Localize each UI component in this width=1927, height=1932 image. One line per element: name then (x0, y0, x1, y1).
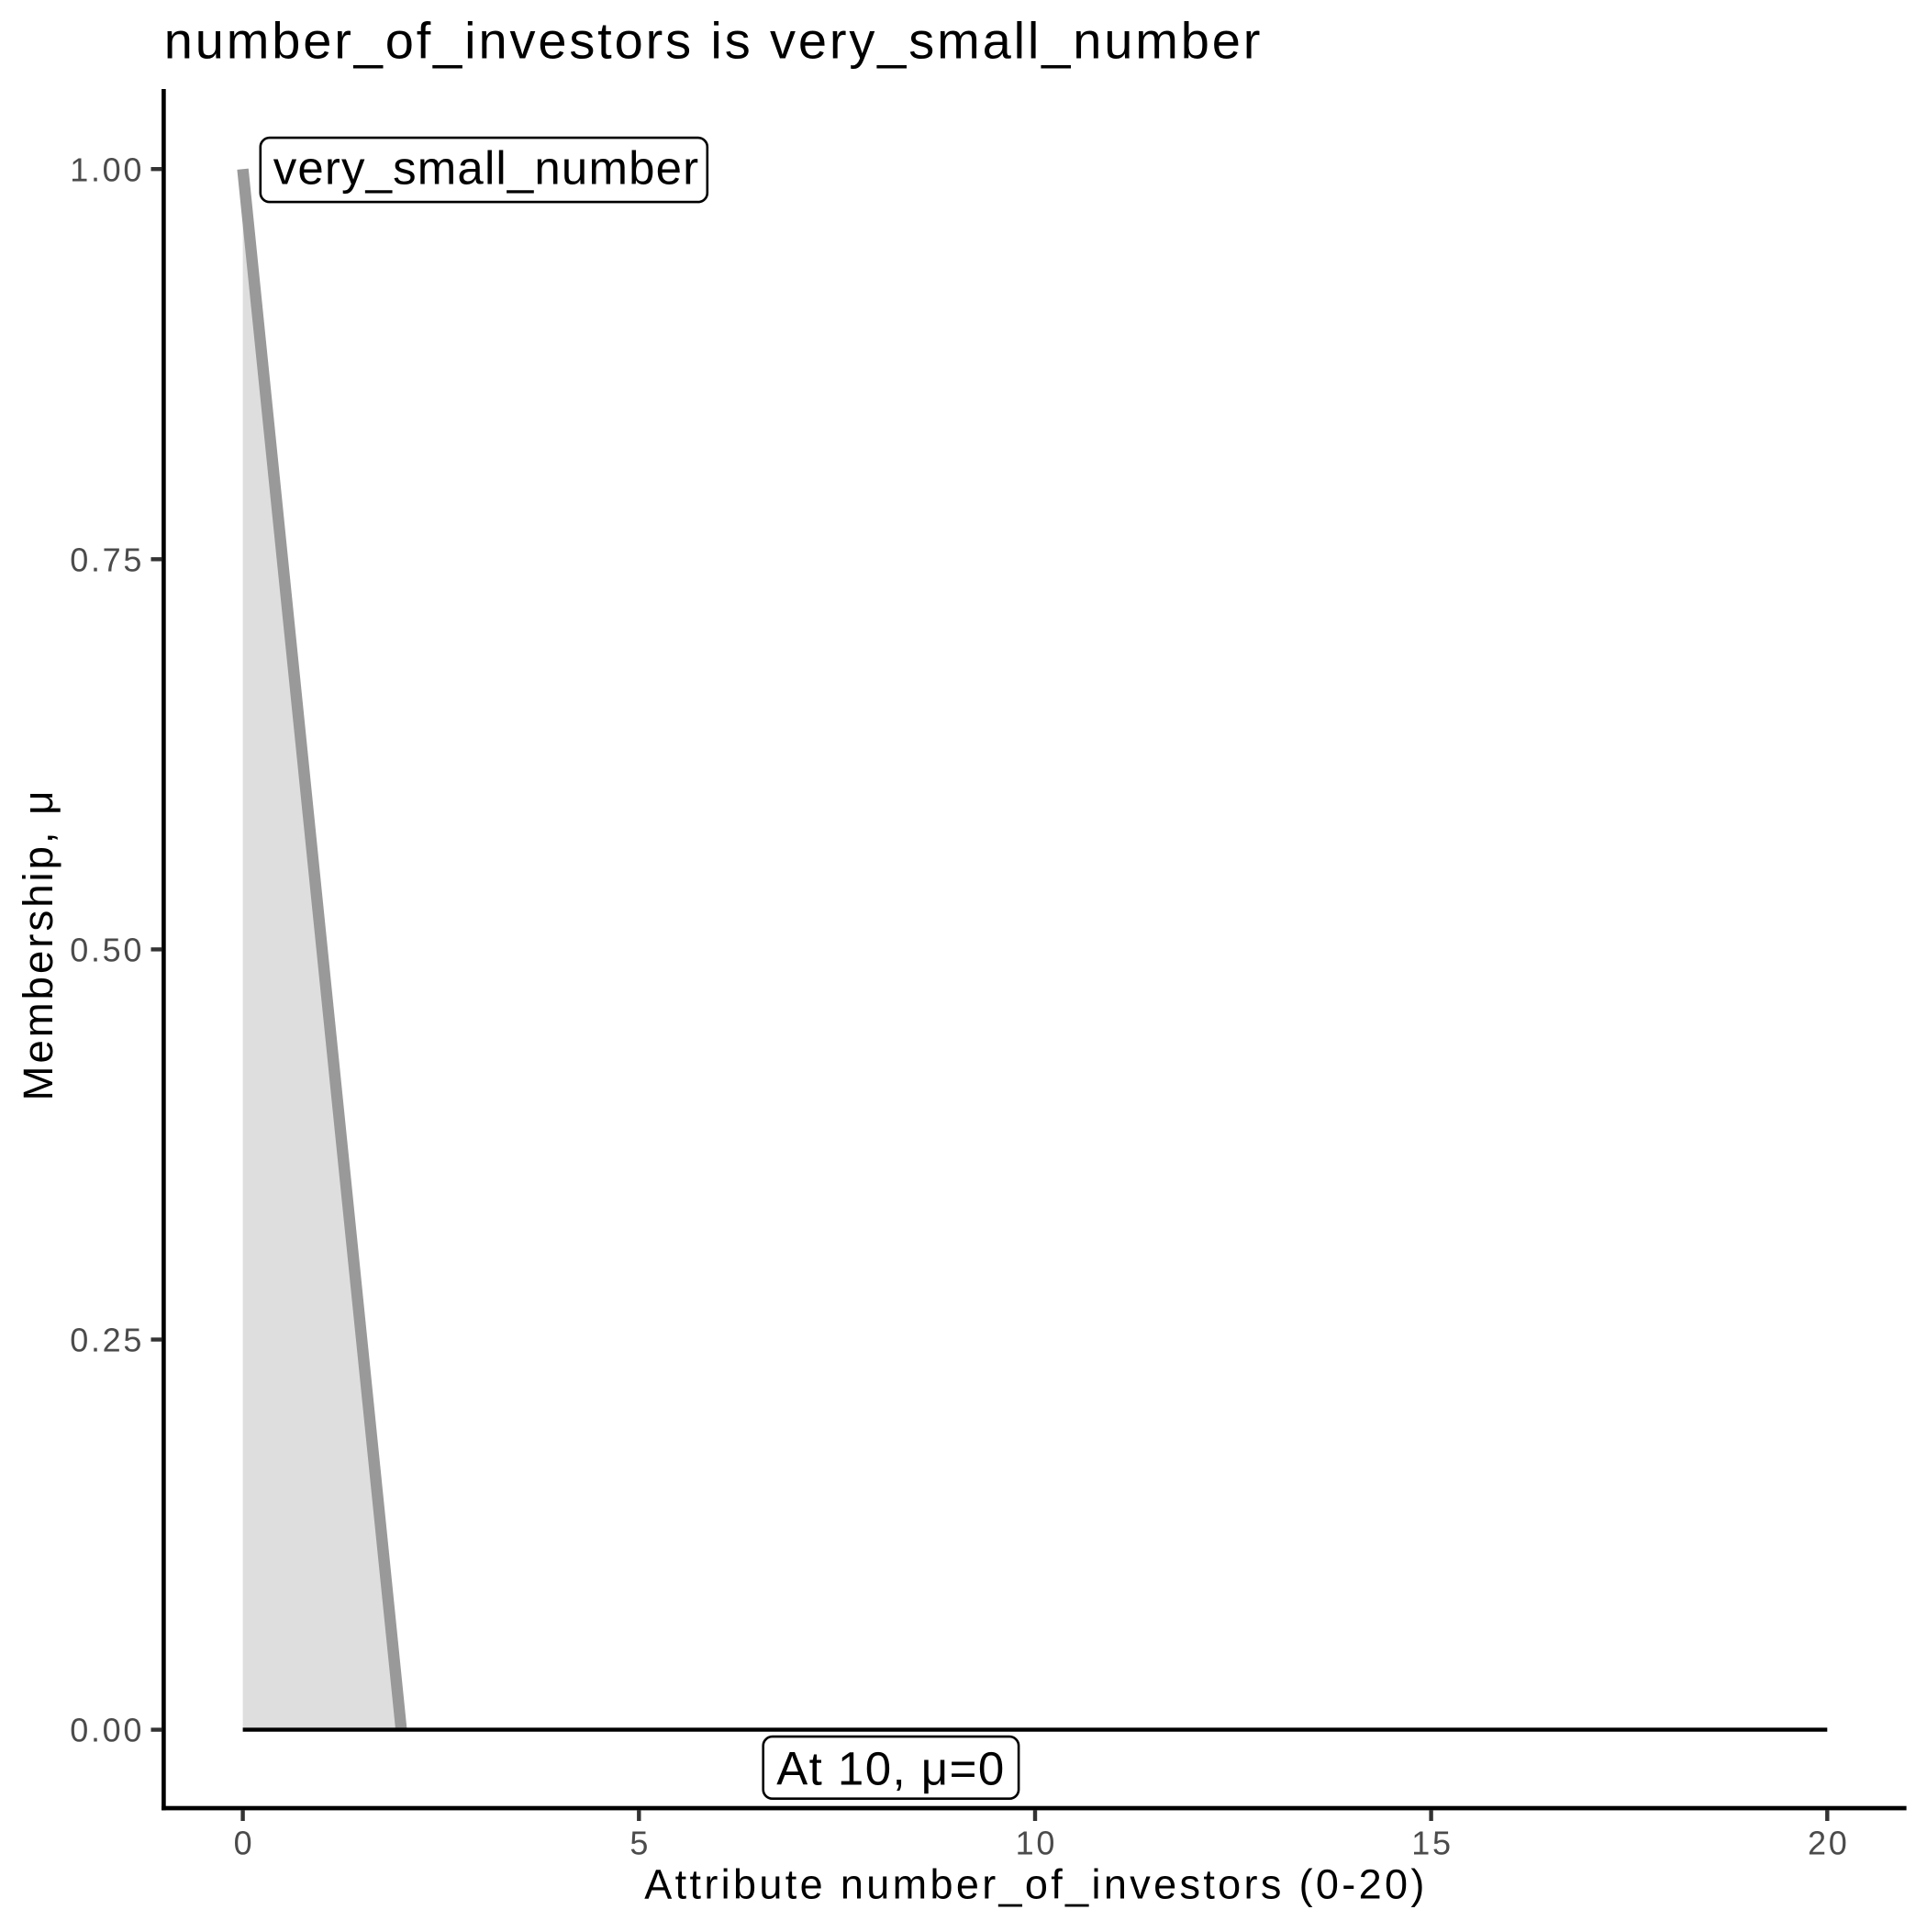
svg-text:1.00: 1.00 (70, 151, 144, 188)
svg-text:15: 15 (1411, 1824, 1453, 1861)
svg-text:0.00: 0.00 (70, 1712, 144, 1749)
svg-text:0.50: 0.50 (70, 932, 144, 969)
svg-text:Membership, μ: Membership, μ (15, 788, 61, 1101)
svg-text:number_of_investors is very_sm: number_of_investors is very_small_number (164, 11, 1264, 69)
svg-text:Attribute number_of_investors: Attribute number_of_investors (0-20) (644, 1861, 1427, 1908)
svg-text:10: 10 (1016, 1824, 1057, 1861)
svg-text:0: 0 (234, 1824, 255, 1861)
svg-text:very_small_number: very_small_number (273, 141, 700, 194)
svg-text:5: 5 (629, 1824, 651, 1861)
svg-text:0.25: 0.25 (70, 1322, 144, 1359)
svg-text:At 10, μ=0: At 10, μ=0 (776, 1742, 1005, 1794)
svg-text:20: 20 (1808, 1824, 1849, 1861)
svg-text:0.75: 0.75 (70, 541, 144, 578)
